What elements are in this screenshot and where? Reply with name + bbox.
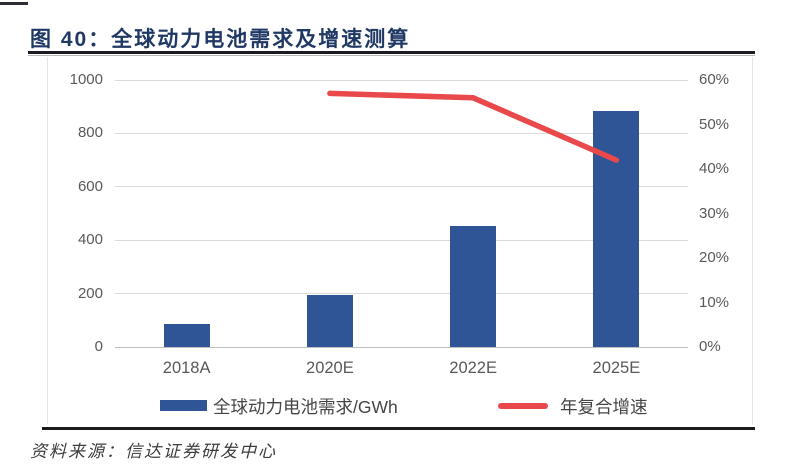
x-axis-category: 2022E [449, 359, 497, 377]
figure-title: 图 40：全球动力电池需求及增速测算 [30, 28, 411, 51]
demand-bar [593, 110, 640, 347]
y-axis-left-tick: 600 [77, 177, 103, 195]
chart-frame-left-edge [47, 57, 48, 424]
y-axis-right-tick: 30% [699, 204, 730, 222]
legend-bar-label: 全球动力电池需求/GWh [213, 397, 398, 417]
gridline [115, 186, 688, 188]
legend-bar-swatch [160, 400, 207, 411]
y-axis-right-tick: 10% [699, 293, 730, 311]
y-axis-left-tick: 0 [94, 338, 103, 355]
demand-bar [306, 294, 353, 347]
demand-bar [163, 324, 210, 347]
title-underline [28, 51, 755, 56]
y-axis-left-tick: 800 [77, 124, 103, 142]
legend-line-label: 年复合增速 [560, 397, 648, 417]
gridline [115, 79, 688, 81]
gridline [115, 346, 688, 348]
x-axis-category: 2020E [306, 359, 354, 377]
x-axis-category: 2025E [592, 359, 641, 377]
y-axis-right-tick: 60% [699, 71, 730, 88]
y-axis-right-tick: 0% [699, 338, 721, 355]
x-axis-category: 2018A [162, 359, 211, 377]
y-axis-right-tick: 20% [699, 249, 730, 266]
source-note: 资料来源：信达证券研发中心 [30, 442, 277, 461]
page-edge-mark [0, 2, 28, 5]
legend-line-swatch [498, 403, 548, 409]
chart-frame-right-edge [752, 57, 753, 424]
gridline [115, 132, 688, 134]
y-axis-left-tick: 400 [77, 231, 103, 249]
y-axis-left-tick: 1000 [69, 71, 103, 88]
y-axis-right-tick: 40% [699, 160, 730, 177]
y-axis-right-tick: 50% [699, 115, 730, 133]
demand-bar [450, 225, 497, 347]
y-axis-left-tick: 200 [77, 284, 103, 302]
figure-bottom-rule [42, 427, 755, 430]
gridline [115, 239, 688, 241]
gridline [115, 293, 688, 295]
